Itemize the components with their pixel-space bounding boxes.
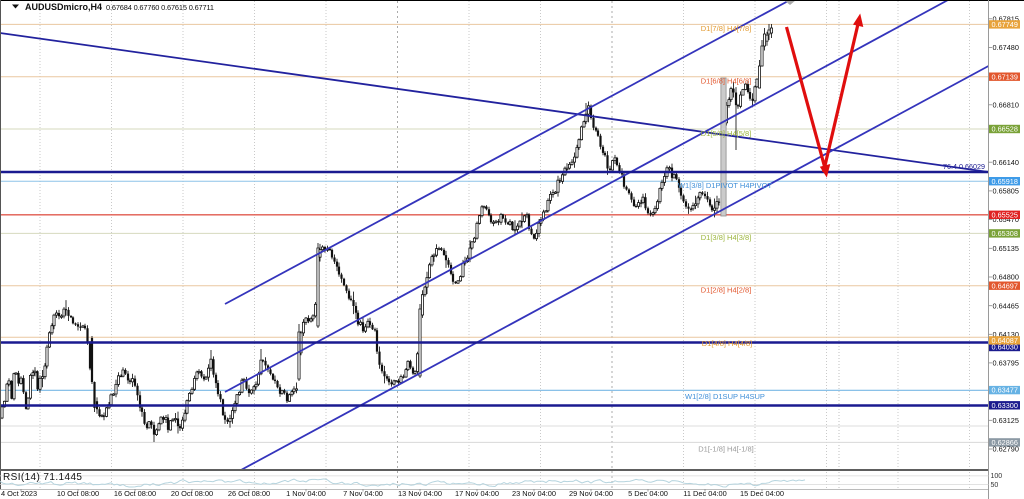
svg-text:23 Nov 04:00: 23 Nov 04:00 xyxy=(512,489,556,498)
svg-text:0.66810: 0.66810 xyxy=(993,100,1019,109)
svg-text:0.65135: 0.65135 xyxy=(993,244,1019,253)
svg-text:D1[5/8] H4[5/8]: D1[5/8] H4[5/8] xyxy=(701,129,751,138)
svg-text:0.64130: 0.64130 xyxy=(993,330,1019,339)
svg-text:7 Nov 04:00: 7 Nov 04:00 xyxy=(343,489,383,498)
svg-text:W1[2/8] D1SUP H4SUP: W1[2/8] D1SUP H4SUP xyxy=(685,392,765,401)
svg-text:17 Nov 04:00: 17 Nov 04:00 xyxy=(455,489,499,498)
svg-text:0.64030: 0.64030 xyxy=(992,343,1018,352)
svg-text:RSI(14) 71.1445: RSI(14) 71.1445 xyxy=(3,472,82,483)
svg-text:0.67139: 0.67139 xyxy=(992,72,1018,81)
svg-text:0.62790: 0.62790 xyxy=(993,445,1019,454)
svg-text:15 Dec 04:00: 15 Dec 04:00 xyxy=(740,489,784,498)
svg-text:50: 50 xyxy=(991,482,999,489)
svg-text:0.65470: 0.65470 xyxy=(993,215,1019,224)
svg-text:0.63795: 0.63795 xyxy=(993,359,1019,368)
svg-text:5 Dec 04:00: 5 Dec 04:00 xyxy=(628,489,668,498)
svg-text:11 Dec 04:00: 11 Dec 04:00 xyxy=(683,489,726,498)
svg-text:D1[6/8] H4[6/8]: D1[6/8] H4[6/8] xyxy=(701,77,751,86)
svg-text:0.63477: 0.63477 xyxy=(992,386,1018,395)
svg-text:76.4 0.66029: 76.4 0.66029 xyxy=(943,162,985,171)
svg-text:16 Oct 08:00: 16 Oct 08:00 xyxy=(114,489,156,498)
svg-text:0.66528: 0.66528 xyxy=(992,125,1018,134)
svg-text:0.65918: 0.65918 xyxy=(992,177,1018,186)
svg-text:D1[-1/8] H4[-1/8]: D1[-1/8] H4[-1/8] xyxy=(698,445,753,454)
svg-text:D1[4/8] H4[4/8]: D1[4/8] H4[4/8] xyxy=(702,339,752,348)
svg-text:D1[3/8] H4[3/8]: D1[3/8] H4[3/8] xyxy=(701,233,751,242)
svg-text:0.67749: 0.67749 xyxy=(992,20,1018,29)
svg-text:0.67815: 0.67815 xyxy=(993,14,1019,23)
svg-text:D1[2/8] H4[2/8]: D1[2/8] H4[2/8] xyxy=(701,285,751,294)
svg-text:0.63300: 0.63300 xyxy=(992,401,1018,410)
svg-text:10 Oct 08:00: 10 Oct 08:00 xyxy=(57,489,99,498)
svg-text:0.65308: 0.65308 xyxy=(992,229,1018,238)
svg-text:W1[3/8] D1PIVOT H4PIVOT: W1[3/8] D1PIVOT H4PIVOT xyxy=(678,181,772,190)
svg-text:AUDUSDmicro,H4: AUDUSDmicro,H4 xyxy=(25,2,102,12)
svg-text:0.67684 0.67760 0.67615 0.6771: 0.67684 0.67760 0.67615 0.67711 xyxy=(106,3,214,12)
svg-text:20 Oct 08:00: 20 Oct 08:00 xyxy=(171,489,213,498)
svg-text:0.62866: 0.62866 xyxy=(992,438,1018,447)
svg-text:0.66140: 0.66140 xyxy=(993,158,1019,167)
svg-text:0.64800: 0.64800 xyxy=(993,273,1019,282)
svg-text:0.63125: 0.63125 xyxy=(993,416,1019,425)
svg-text:100: 100 xyxy=(991,473,1003,480)
svg-text:0.65805: 0.65805 xyxy=(993,187,1019,196)
svg-text:0.64697: 0.64697 xyxy=(992,281,1018,290)
svg-text:4 Oct 2023: 4 Oct 2023 xyxy=(1,489,37,498)
svg-text:D1[7/8] H4[7/8]: D1[7/8] H4[7/8] xyxy=(701,24,751,33)
svg-text:0.67480: 0.67480 xyxy=(993,43,1019,52)
svg-text:13 Nov 04:00: 13 Nov 04:00 xyxy=(398,489,442,498)
svg-text:0.65525: 0.65525 xyxy=(992,210,1018,219)
svg-text:0.64087: 0.64087 xyxy=(992,336,1018,345)
svg-text:1 Nov 04:00: 1 Nov 04:00 xyxy=(286,489,326,498)
svg-text:26 Oct 08:00: 26 Oct 08:00 xyxy=(228,489,270,498)
svg-text:0.64465: 0.64465 xyxy=(993,301,1019,310)
svg-text:29 Nov 04:00: 29 Nov 04:00 xyxy=(569,489,613,498)
